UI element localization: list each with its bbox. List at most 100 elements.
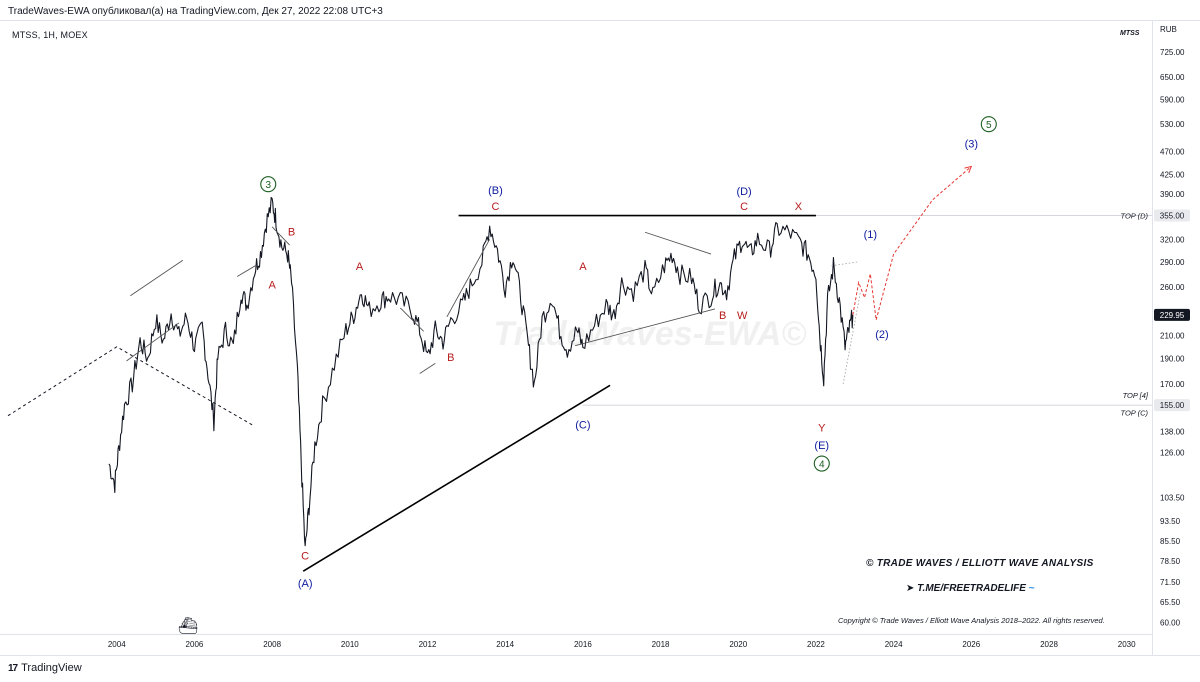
x-tick-label: 2024	[885, 640, 903, 649]
y-tick-label: 60.00	[1160, 618, 1181, 627]
price-tag-label: 355.00	[1160, 212, 1185, 221]
wave-icon: ~	[1025, 583, 1035, 594]
channel-line	[575, 308, 716, 347]
telegram-text: T.ME/FREETRADELIFE	[917, 583, 1026, 594]
wave-label-text: A	[268, 280, 276, 292]
channel-line	[446, 239, 491, 318]
wave-label: A	[579, 261, 587, 273]
wave-label: (A)	[298, 578, 313, 590]
wave-label: B	[719, 310, 726, 322]
price-axis-border	[1152, 20, 1153, 655]
lower-triangle-line	[302, 384, 611, 572]
dino-icon: ⛴	[178, 617, 198, 635]
wave-label-text: C	[492, 201, 500, 213]
x-tick-label: 2028	[1040, 640, 1058, 649]
price-tag: 355.00	[1154, 209, 1190, 222]
wave-label-text: W	[737, 310, 748, 322]
wave-label: A	[268, 280, 276, 292]
wave-label: W	[737, 310, 748, 322]
tradingview-brand-name: TradingView	[21, 662, 82, 674]
send-icon: ➤	[906, 583, 918, 594]
wave-label: (3)	[965, 138, 978, 150]
price-series-line	[108, 196, 854, 547]
wave-label-text: (B)	[488, 185, 503, 197]
level-label: TOP [4]	[1123, 391, 1149, 400]
tradingview-logo[interactable]: 17 TradingView	[8, 662, 82, 674]
y-tick-label: 650.00	[1160, 73, 1185, 82]
wave-label-circle	[260, 176, 277, 193]
projection-arrowhead	[964, 165, 973, 174]
price-tag-label: 155.00	[1160, 401, 1185, 410]
y-tick-label: 390.00	[1160, 190, 1185, 199]
wave-label-text: (D)	[736, 186, 751, 198]
wave-label: C	[301, 550, 309, 562]
y-tick-label: 210.00	[1160, 332, 1185, 341]
y-tick-label: 290.00	[1160, 258, 1185, 267]
wedge-line	[831, 261, 859, 267]
wave-label: 5	[980, 116, 997, 133]
brand-title: © TRADE WAVES / ELLIOTT WAVE ANALYSIS	[866, 558, 1094, 569]
wave-label: A	[356, 261, 364, 273]
past-projection-line	[7, 346, 253, 426]
channel-line	[419, 363, 436, 374]
x-tick-label: 2018	[652, 640, 670, 649]
x-tick-label: 2030	[1118, 640, 1136, 649]
price-tag: 155.00	[1154, 399, 1190, 412]
y-tick-label: 126.00	[1160, 449, 1185, 458]
x-tick-label: 2004	[108, 640, 126, 649]
y-tick-label: 590.00	[1160, 95, 1185, 104]
x-tick-label: 2020	[729, 640, 747, 649]
wave-label: (C)	[575, 419, 590, 431]
y-tick-label: 103.50	[1160, 494, 1185, 503]
wave-label: (2)	[875, 329, 888, 341]
wave-label-text: C	[301, 550, 309, 562]
wave-label-text: A	[356, 261, 364, 273]
y-tick-label: 71.50	[1160, 578, 1181, 587]
x-tick-label: 2026	[962, 640, 980, 649]
wave-label-text: X	[795, 201, 803, 213]
wave-label-text: (1)	[864, 229, 877, 241]
wave-label: (D)	[736, 186, 751, 198]
wave-label-circle	[980, 116, 997, 133]
x-tick-label: 2012	[419, 640, 437, 649]
wave-label: 3	[260, 176, 277, 193]
symbol-info: MTSS, 1H, MOEX	[12, 30, 88, 40]
channel-line	[644, 231, 712, 255]
channel-line	[236, 264, 257, 277]
x-tick-label: 2006	[186, 640, 204, 649]
price-tag-bg	[1154, 308, 1190, 321]
projection-red-line	[852, 166, 972, 320]
wedge-line	[842, 291, 862, 385]
wave-label: C	[492, 201, 500, 213]
wave-label: (1)	[864, 229, 877, 241]
wave-label: X	[795, 201, 803, 213]
x-tick-label: 2016	[574, 640, 592, 649]
wave-label: B	[288, 227, 295, 239]
y-tick-label: 170.00	[1160, 380, 1185, 389]
wave-label-text: A	[579, 261, 587, 273]
channel-line	[271, 226, 290, 246]
bottom-border	[0, 655, 1200, 656]
wave-label: B	[447, 352, 454, 364]
wave-label: C	[740, 201, 748, 213]
copyright-notice: Copyright © Trade Waves / Elliott Wave A…	[838, 616, 1105, 625]
y-tick-label: 320.00	[1160, 235, 1185, 244]
telegram-handle: ➤ T.ME/FREETRADELIFE ~	[906, 583, 1035, 594]
time-axis-border	[0, 634, 1152, 635]
wave-label-text: B	[288, 227, 295, 239]
y-tick-label: 93.50	[1160, 517, 1181, 526]
symbol-label-right: MTSS	[1120, 30, 1140, 37]
currency-label: RUB	[1160, 25, 1177, 34]
wave-label-text: B	[719, 310, 726, 322]
y-tick-label: 65.50	[1160, 598, 1181, 607]
wave-label-text: 3	[265, 180, 271, 191]
wave-label: 4	[813, 455, 830, 472]
channel-line	[130, 259, 184, 297]
x-tick-label: 2008	[263, 640, 281, 649]
channel-line	[400, 307, 424, 332]
wave-label-text: Y	[818, 423, 826, 435]
wave-label: (E)	[814, 440, 829, 452]
x-tick-label: 2010	[341, 640, 359, 649]
wave-label-text: 5	[986, 120, 992, 131]
